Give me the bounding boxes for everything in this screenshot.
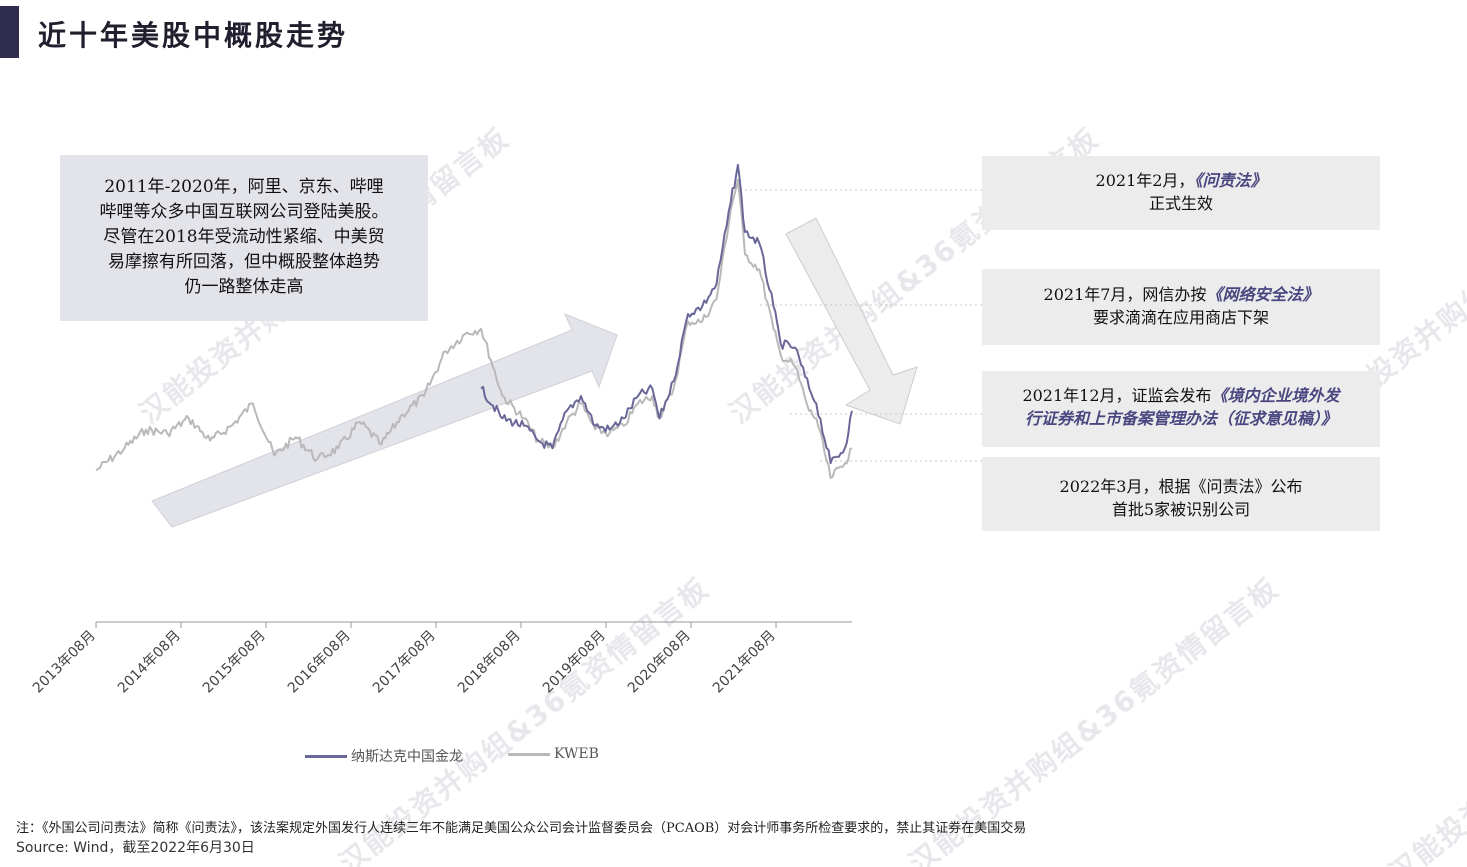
event-law-name: 《问责法》 [1194, 171, 1267, 190]
title-accent-bar [0, 6, 19, 58]
callout-line: 2011年-2020年，阿里、京东、哔哩 [104, 177, 384, 197]
down-trend-arrow [785, 217, 918, 425]
event-law-name: 《网络安全法》 [1206, 285, 1319, 304]
trend-callout: 2011年-2020年，阿里、京东、哔哩 哔哩等众多中国互联网公司登陆美股。 尽… [60, 155, 428, 321]
event-detail-text: 首批5家被识别公司 [1111, 500, 1251, 519]
event-detail-text: 正式生效 [1148, 194, 1213, 213]
callout-line: 尽管在2018年受流动性紧缩、中美贸 [103, 227, 385, 247]
legend-item: KWEB [508, 746, 599, 762]
series-line-kweb [95, 178, 853, 479]
x-tick-label: 2021年08月 [710, 628, 779, 697]
trend-arrows [151, 217, 918, 528]
footnote: 注：《外国公司问责法》简称《问责法》，该法案规定外国发行人连续三年不能满足美国公… [16, 821, 1027, 836]
x-axis: 2013年08月 2014年08月 2015年08月 2016年08月 2017年08月… [30, 621, 852, 697]
legend-swatch-golden-dragon [305, 754, 347, 758]
event-box-csrc-filing-rules: 2021年12月，证监会发布《境内企业境外发 行证券和上市备案管理办法（征求意见… [982, 371, 1380, 447]
callout-line: 哔哩等众多中国互联网公司登陆美股。 [99, 202, 389, 222]
legend-item: 纳斯达克中国金龙 [305, 746, 463, 766]
page-title: 近十年美股中概股走势 [38, 19, 349, 52]
event-date-text: 2021年7月，网信办按 [1043, 285, 1207, 304]
x-tick-label: 2017年08月 [370, 628, 439, 697]
series-lines [95, 163, 853, 479]
legend-label: KWEB [554, 746, 599, 762]
callout-line: 仍一路整体走高 [184, 277, 304, 297]
x-tick-label: 2014年08月 [115, 628, 184, 697]
event-law-name: 《境内企业境外发 [1211, 386, 1340, 405]
event-date-text: 2021年2月， [1095, 171, 1195, 190]
x-tick-label: 2013年08月 [30, 628, 99, 697]
series-line-golden-dragon [480, 163, 853, 465]
event-detail-text: 要求滴滴在应用商店下架 [1092, 308, 1269, 327]
legend-swatch-kweb [508, 752, 550, 756]
event-box-accountability-act: 2021年2月，《问责法》 正式生效 [982, 156, 1380, 230]
x-tick-label: 2018年08月 [455, 628, 524, 697]
x-tick-label: 2020年08月 [625, 628, 694, 697]
source-note: Source: Wind，截至2022年6月30日 [16, 840, 255, 856]
x-tick-label: 2015年08月 [200, 628, 269, 697]
event-date-text: 2022年3月，根据《问责法》公布 [1059, 477, 1303, 496]
event-date-text: 2021年12月，证监会发布 [1022, 386, 1212, 405]
legend-label: 纳斯达克中国金龙 [351, 749, 463, 765]
x-tick-label: 2019年08月 [540, 628, 609, 697]
callout-line: 易摩擦有所回落，但中概股整体趋势 [108, 252, 380, 272]
event-box-didi-removal: 2021年7月，网信办按《网络安全法》 要求滴滴在应用商店下架 [982, 269, 1380, 345]
event-box-first-identified: 2022年3月，根据《问责法》公布 首批5家被识别公司 [982, 457, 1380, 531]
event-law-name-cont: 行证券和上市备案管理办法（征求意见稿）》 [1024, 409, 1337, 428]
x-tick-label: 2016年08月 [285, 628, 354, 697]
up-trend-arrow [151, 313, 618, 528]
